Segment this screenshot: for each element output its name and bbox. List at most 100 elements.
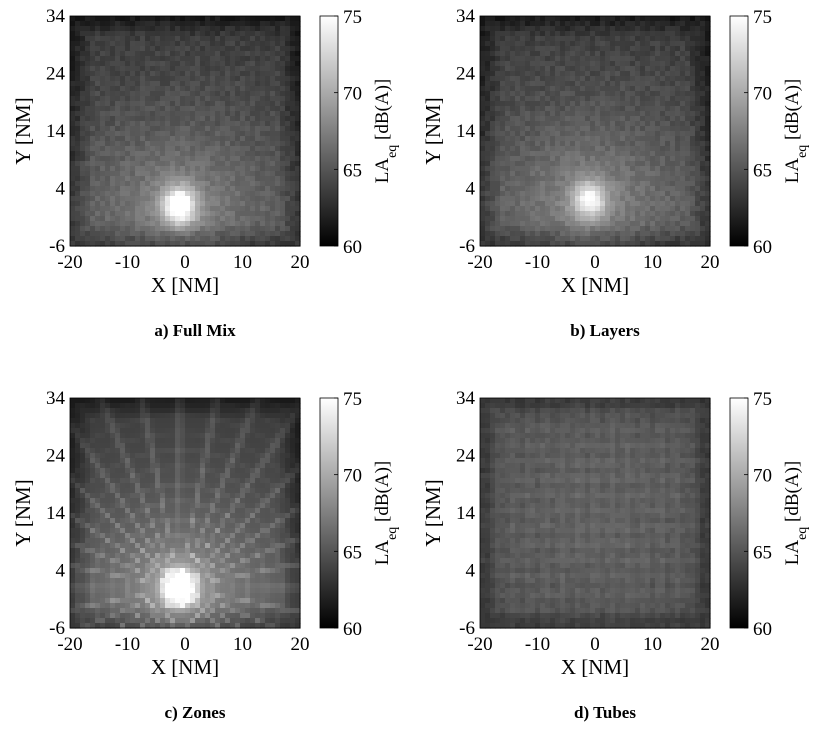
heatmap-cell xyxy=(565,161,571,167)
heatmap-cell xyxy=(140,508,146,514)
heatmap-cell xyxy=(135,568,141,574)
heatmap-cell xyxy=(145,186,151,192)
heatmap-cell xyxy=(255,121,261,127)
heatmap-cell xyxy=(125,573,131,579)
heatmap-cell xyxy=(495,81,501,87)
heatmap-cell xyxy=(210,186,216,192)
heatmap-cell xyxy=(140,578,146,584)
heatmap-cell xyxy=(265,191,271,197)
heatmap-cell xyxy=(85,16,91,22)
heatmap-cell xyxy=(705,151,711,157)
heatmap-cell xyxy=(285,61,291,67)
colorbar-tick-label: 75 xyxy=(753,7,772,28)
heatmap-cell xyxy=(505,166,511,172)
heatmap-cell xyxy=(95,131,101,137)
heatmap-cell xyxy=(490,231,496,237)
heatmap-cell xyxy=(100,231,106,237)
heatmap-cell xyxy=(220,201,226,207)
heatmap-cell xyxy=(680,216,686,222)
heatmap-cell xyxy=(100,518,106,524)
heatmap-cell xyxy=(545,46,551,52)
heatmap-cell xyxy=(140,618,146,624)
heatmap-cell xyxy=(515,186,521,192)
heatmap-cell xyxy=(70,473,76,479)
heatmap-cell xyxy=(145,443,151,449)
heatmap-cell xyxy=(665,116,671,122)
heatmap-cell xyxy=(140,76,146,82)
heatmap-cell xyxy=(120,448,126,454)
heatmap-cell xyxy=(275,21,281,27)
heatmap-cell xyxy=(270,86,276,92)
heatmap-cell xyxy=(495,231,501,237)
heatmap-cell xyxy=(130,428,136,434)
heatmap-cell xyxy=(605,221,611,227)
heatmap-cell xyxy=(700,21,706,27)
heatmap-cell xyxy=(650,126,656,132)
heatmap-cell xyxy=(260,51,266,57)
heatmap-cell xyxy=(90,101,96,107)
heatmap-cell xyxy=(90,428,96,434)
heatmap-cell xyxy=(650,41,656,47)
heatmap-cell xyxy=(75,31,81,37)
heatmap-cell xyxy=(555,201,561,207)
heatmap-cell xyxy=(280,231,286,237)
heatmap-cell xyxy=(145,398,151,404)
heatmap-cell xyxy=(645,51,651,57)
heatmap-cell xyxy=(205,241,211,247)
heatmap-cell xyxy=(625,91,631,97)
heatmap-cell xyxy=(615,181,621,187)
heatmap-cell xyxy=(615,81,621,87)
heatmap-cell xyxy=(245,116,251,122)
heatmap-cell xyxy=(125,533,131,539)
heatmap-cell xyxy=(595,91,601,97)
heatmap-cell xyxy=(640,241,646,247)
heatmap-cell xyxy=(620,196,626,202)
heatmap-cell xyxy=(675,166,681,172)
heatmap-cell xyxy=(140,458,146,464)
heatmap-cell xyxy=(70,201,76,207)
heatmap-cell xyxy=(235,146,241,152)
heatmap-cell xyxy=(655,21,661,27)
heatmap-cell xyxy=(110,126,116,132)
heatmap-cell xyxy=(135,151,141,157)
heatmap-cell xyxy=(625,181,631,187)
heatmap-cell xyxy=(265,31,271,37)
heatmap-cell xyxy=(605,66,611,72)
heatmap-cell xyxy=(90,493,96,499)
heatmap-cell xyxy=(260,151,266,157)
heatmap-cell xyxy=(485,166,491,172)
heatmap-cell xyxy=(70,443,76,449)
heatmap-cell xyxy=(545,161,551,167)
heatmap-cell xyxy=(100,418,106,424)
heatmap-cell xyxy=(185,226,191,232)
heatmap-cell xyxy=(660,221,666,227)
heatmap-cell xyxy=(225,56,231,62)
heatmap-cell xyxy=(600,31,606,37)
heatmap-cell xyxy=(175,176,181,182)
heatmap-cell xyxy=(680,201,686,207)
heatmap-cell xyxy=(695,206,701,212)
heatmap-cell xyxy=(635,136,641,142)
heatmap-cell xyxy=(125,438,131,444)
heatmap-cell xyxy=(575,181,581,187)
heatmap-cell xyxy=(690,126,696,132)
heatmap-cell xyxy=(635,61,641,67)
heatmap-cell xyxy=(90,236,96,242)
heatmap-cell xyxy=(505,151,511,157)
heatmap-cell xyxy=(590,66,596,72)
heatmap-cell xyxy=(690,151,696,157)
heatmap-cell xyxy=(165,196,171,202)
heatmap-cell xyxy=(520,176,526,182)
heatmap-cell xyxy=(500,151,506,157)
heatmap-cell xyxy=(240,16,246,22)
heatmap-cell xyxy=(505,126,511,132)
heatmap-cell xyxy=(120,156,126,162)
heatmap-cell xyxy=(215,76,221,82)
heatmap-cell xyxy=(695,56,701,62)
heatmap-cell xyxy=(535,131,541,137)
heatmap-cell xyxy=(115,141,121,147)
heatmap-cell xyxy=(125,508,131,514)
heatmap-cell xyxy=(170,201,176,207)
heatmap-cell xyxy=(530,216,536,222)
heatmap-cell xyxy=(600,141,606,147)
